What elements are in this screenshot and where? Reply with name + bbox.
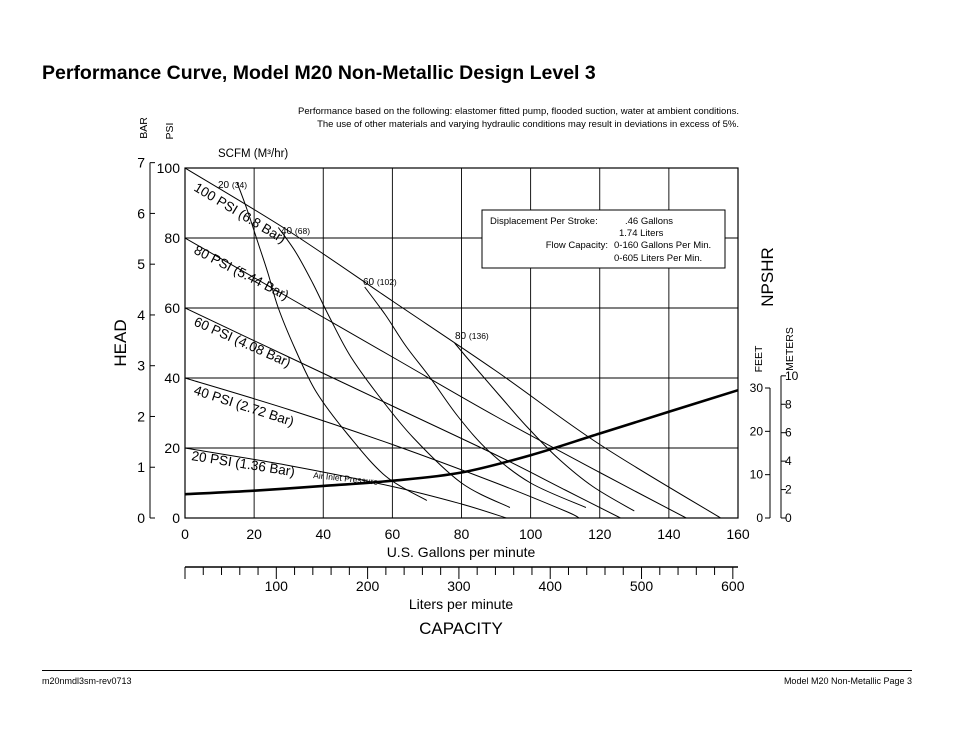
npshr-meters-tick-label: 10 (785, 369, 799, 383)
scfm-label: SCFM (M³/hr) (218, 148, 288, 160)
npshr-unit-feet: FEET (753, 345, 765, 372)
scfm-m3hr-value: (136) (469, 331, 489, 341)
lpm-tick-label: 300 (447, 578, 471, 594)
pressure-curve-label: 80 PSI (5.44 Bar) (192, 242, 292, 303)
displacement-liters: 1.74 Liters (619, 228, 664, 239)
scfm-curve-label: 20 (34) (218, 180, 247, 191)
npshr-meters-tick-label: 6 (785, 426, 792, 440)
bar-tick-label: 3 (137, 358, 145, 374)
npshr-meters-tick-label: 4 (785, 454, 792, 468)
capacity-label: CAPACITY (419, 619, 503, 638)
scfm-curve-line (277, 227, 511, 508)
npshr-unit-meters: METERS (784, 327, 796, 371)
lpm-tick-label: 100 (265, 578, 289, 594)
psi-tick-label: 100 (157, 160, 181, 176)
y-unit-psi: PSI (164, 123, 176, 140)
performance-note-line2: The use of other materials and varying h… (317, 119, 739, 130)
lpm-tick-label: 500 (630, 578, 654, 594)
pressure-curve-line (185, 237, 687, 518)
displacement-label: Displacement Per Stroke: (490, 216, 598, 227)
pressure-curve-label: 40 PSI (2.72 Bar) (192, 383, 296, 430)
footer-divider (42, 670, 912, 671)
scfm-curve-line (236, 181, 428, 501)
npshr-feet-tick-label: 0 (756, 511, 763, 525)
chart-labels: 100 PSI (6.8 Bar)80 PSI (5.44 Bar)60 PSI… (191, 180, 489, 480)
x-tick-label: 140 (657, 526, 681, 542)
scfm-curve-line (454, 342, 635, 512)
npshr-meters-tick-label: 2 (785, 483, 792, 497)
npshr-feet-tick-label: 20 (750, 424, 764, 438)
y-unit-bar: BAR (138, 117, 150, 139)
flow-capacity-label: Flow Capacity: (546, 240, 608, 251)
bar-tick-label: 7 (137, 155, 145, 171)
x2-axis-label: Liters per minute (409, 596, 513, 612)
pressure-curve-line (185, 307, 621, 518)
scfm-value: 40 (281, 226, 295, 237)
bar-tick-label: 2 (137, 408, 145, 424)
scfm-value: 80 (455, 331, 469, 342)
performance-note-line1: Performance based on the following: elas… (298, 106, 739, 117)
pressure-curve-line (185, 447, 507, 518)
pressure-curve-label: 20 PSI (1.36 Bar) (191, 448, 296, 479)
bar-tick-label: 4 (137, 307, 145, 323)
x-tick-label: 40 (315, 526, 331, 542)
pressure-curve-label: 60 PSI (4.08 Bar) (192, 314, 293, 370)
npshr-meters-tick-label: 0 (785, 511, 792, 525)
x-axis-label: U.S. Gallons per minute (387, 544, 536, 560)
x-tick-label: 100 (519, 526, 543, 542)
scfm-m3hr-value: (68) (295, 226, 310, 236)
x-tick-label: 160 (726, 526, 750, 542)
bar-tick-label: 1 (137, 459, 145, 475)
npshr-feet-tick-label: 30 (750, 381, 764, 395)
plot-frame (184, 167, 739, 519)
displacement-gallons: .46 Gallons (625, 216, 673, 227)
scfm-value: 20 (218, 180, 232, 191)
x-tick-label: 120 (588, 526, 612, 542)
pressure-curve-line (185, 168, 721, 518)
info-box: Displacement Per Stroke: .46 Gallons 1.7… (481, 209, 726, 269)
npshr-curve-line (185, 388, 738, 496)
scfm-m3hr-value: (102) (377, 277, 397, 287)
psi-tick-label: 20 (164, 440, 180, 456)
x-tick-label: 20 (246, 526, 262, 542)
scfm-curve-label: 60 (102) (363, 277, 397, 288)
scfm-curve-line (364, 286, 587, 508)
bar-tick-label: 0 (137, 510, 145, 526)
lpm-tick-label: 400 (539, 578, 563, 594)
npshr-feet-tick-label: 10 (750, 468, 764, 482)
scfm-m3hr-value: (34) (232, 180, 247, 190)
lpm-tick-label: 200 (356, 578, 380, 594)
x-tick-label: 0 (181, 526, 189, 542)
scfm-curve-label: 80 (136) (455, 331, 489, 342)
bar-tick-label: 5 (137, 256, 145, 272)
x-tick-label: 80 (454, 526, 470, 542)
flow-capacity-gpm: 0-160 Gallons Per Min. (614, 240, 711, 251)
npshr-meters-tick-label: 8 (785, 397, 792, 411)
pressure-curve-line (185, 377, 580, 518)
npshr-label: NPSHR (758, 247, 777, 307)
scfm-curve-label: 40 (68) (281, 226, 310, 237)
psi-tick-label: 60 (164, 300, 180, 316)
info-box-frame (481, 209, 726, 269)
document-code: m20nmdl3sm-rev0713 (42, 676, 132, 686)
psi-tick-label: 0 (172, 510, 180, 526)
scfm-value: 60 (363, 277, 377, 288)
y-axis-label: HEAD (111, 319, 130, 366)
page-title: Performance Curve, Model M20 Non-Metalli… (42, 62, 596, 84)
lpm-tick-label: 600 (721, 578, 745, 594)
flow-capacity-lpm: 0-605 Liters Per Min. (614, 253, 702, 264)
page-footer: Model M20 Non-Metallic Page 3 (783, 676, 912, 686)
chart-axes: 0 20 40 60 80 100 120 140 1600204060801000123456… (137, 155, 798, 594)
x-tick-label: 60 (385, 526, 401, 542)
psi-tick-label: 40 (164, 370, 180, 386)
psi-tick-label: 80 (164, 230, 180, 246)
bar-tick-label: 6 (137, 205, 145, 221)
chart-curves (185, 168, 738, 518)
